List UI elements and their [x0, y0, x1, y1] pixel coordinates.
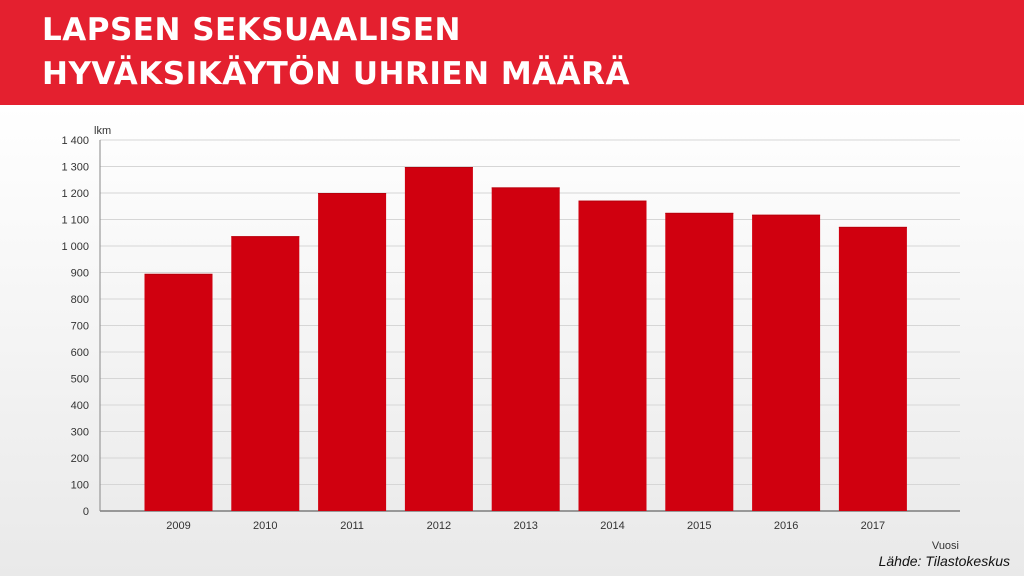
y-tick-label: 400 [71, 400, 89, 412]
y-tick-label: 500 [71, 374, 89, 386]
y-tick-label: 200 [71, 453, 89, 465]
bar [231, 236, 300, 511]
y-tick-label: 600 [71, 347, 89, 359]
x-tick-label: 2015 [687, 520, 711, 532]
bar [838, 226, 907, 512]
bar [144, 273, 213, 511]
bar [665, 212, 734, 511]
x-axis-label: Vuosi [932, 540, 959, 552]
y-tick-label: 1 100 [61, 215, 89, 227]
x-tick-label: 2012 [427, 520, 451, 532]
y-tick-label: 1 000 [61, 241, 89, 253]
y-tick-label: 1 300 [61, 162, 89, 174]
y-tick-label: 1 200 [61, 188, 89, 200]
y-tick-label: 700 [71, 321, 89, 333]
bar [578, 200, 647, 511]
y-tick-label: 0 [83, 506, 89, 518]
y-tick-label: 1 400 [61, 135, 89, 147]
bar [752, 214, 821, 512]
x-tick-label: 2009 [166, 520, 190, 532]
x-tick-label: 2014 [600, 520, 624, 532]
y-tick-label: 300 [71, 427, 89, 439]
x-tick-label: 2016 [774, 520, 798, 532]
bar [318, 193, 387, 511]
bar [491, 187, 560, 511]
chart-title-line-1: LAPSEN SEKSUAALISEN [42, 12, 461, 48]
y-tick-label: 900 [71, 268, 89, 280]
x-tick-label: 2013 [513, 520, 537, 532]
x-tick-label: 2010 [253, 520, 277, 532]
y-tick-label: 800 [71, 294, 89, 306]
y-tick-label: 100 [71, 480, 89, 492]
x-tick-label: 2017 [861, 520, 885, 532]
chart-title-line-2: HYVÄKSIKÄYTÖN UHRIEN MÄÄRÄ [42, 56, 631, 92]
y-axis-label: lkm [94, 125, 111, 137]
bar [404, 167, 473, 511]
source-note: Lähde: Tilastokeskus [878, 553, 1010, 569]
title-banner: LAPSEN SEKSUAALISEN HYVÄKSIKÄYTÖN UHRIEN… [0, 0, 1024, 105]
x-tick-label: 2011 [340, 520, 364, 532]
